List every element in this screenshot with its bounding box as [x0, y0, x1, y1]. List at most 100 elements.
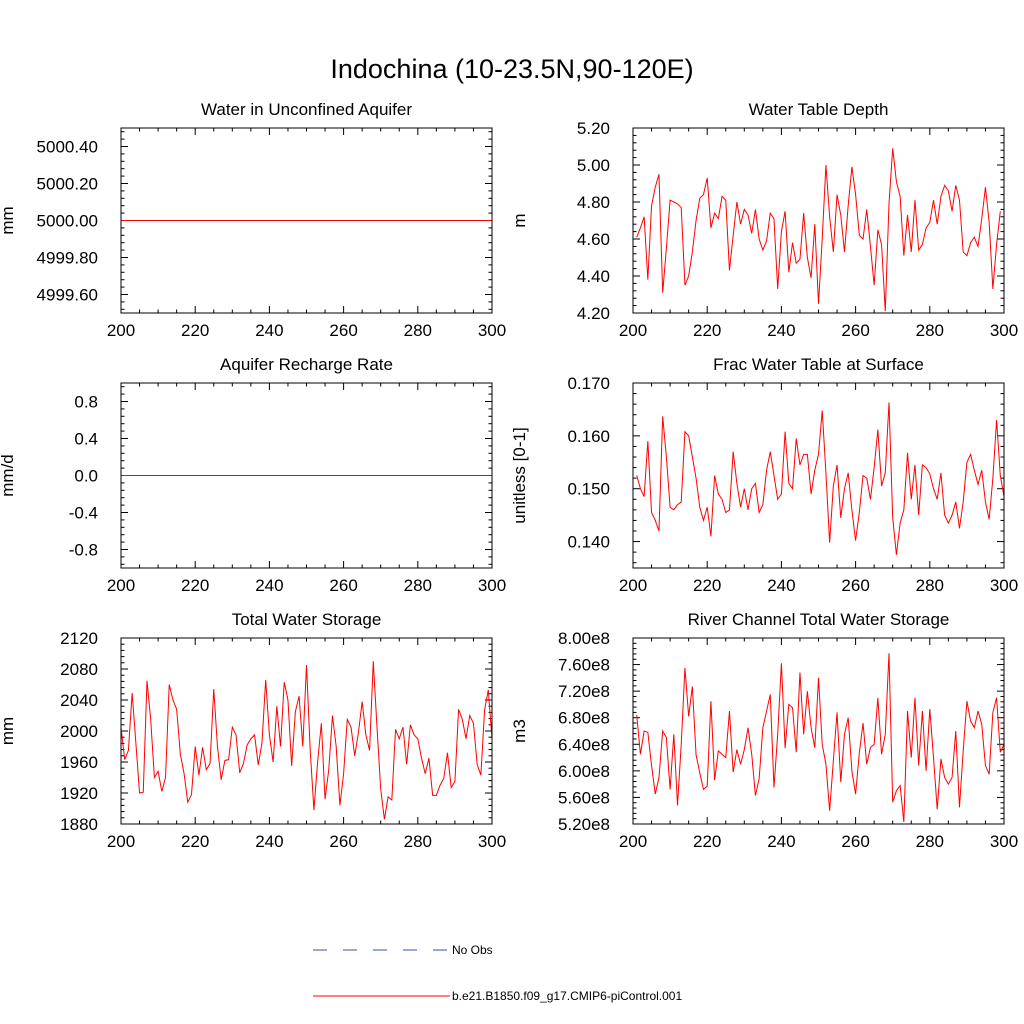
panel-total-water-storage: Total Water Storage mm 200 220 240 260 280 300 1…: [0, 610, 506, 851]
panel-aquifer-recharge-rate-ylabel: mm/d: [0, 454, 17, 497]
panel-river-channel-total-water-storage: River Channel Total Water Storage m3 200 22…: [510, 610, 1018, 851]
panel-water-in-unconfined-aquifer-xtick-label: 300: [478, 321, 506, 340]
panel-river-channel-total-water-storage-ytick-label: 6.00e8: [558, 762, 610, 781]
panel-frac-water-table-at-surface-xtick-label: 240: [767, 576, 795, 595]
panel-aquifer-recharge-rate-xtick-label: 240: [255, 576, 283, 595]
panel-river-channel-total-water-storage-xtick-label: 200: [619, 832, 647, 851]
panel-water-in-unconfined-aquifer-ytick-label: 5000.40: [37, 138, 98, 157]
panel-water-in-unconfined-aquifer-ytick-label: 5000.20: [37, 175, 98, 194]
panel-water-table-depth: Water Table Depth m 200 220 240 260 280 300 4.20…: [510, 100, 1018, 340]
panel-river-channel-total-water-storage-ytick-label: 5.60e8: [558, 788, 610, 807]
panel-frac-water-table-at-surface-xtick-label: 260: [841, 576, 869, 595]
panel-river-channel-total-water-storage-xtick-label: 220: [693, 832, 721, 851]
panel-frac-water-table-at-surface-ylabel: unitless [0-1]: [510, 427, 529, 523]
panel-river-channel-total-water-storage-xtick-label: 300: [990, 832, 1018, 851]
panel-river-channel-total-water-storage-ytick-label: 6.80e8: [558, 709, 610, 728]
panel-aquifer-recharge-rate-xtick-label: 220: [181, 576, 209, 595]
panel-river-channel-total-water-storage-ylabel: m3: [510, 719, 529, 743]
panel-river-channel-total-water-storage-ytick-label: 7.60e8: [558, 656, 610, 675]
panel-total-water-storage-ylabel: mm: [0, 717, 17, 745]
panel-water-table-depth-title: Water Table Depth: [749, 100, 889, 119]
panel-total-water-storage-frame: [120, 637, 493, 825]
panel-total-water-storage-xtick-label: 220: [181, 832, 209, 851]
panel-water-table-depth-ytick-label: 5.00: [577, 156, 610, 175]
panel-river-channel-total-water-storage-ytick-label: 6.40e8: [558, 735, 610, 754]
panel-water-in-unconfined-aquifer-xtick-label: 200: [107, 321, 135, 340]
legend: No Obs b.e21.B1850.f09_g17.CMIP6-piContr…: [313, 943, 682, 1003]
panel-water-table-depth-frame: [632, 127, 1005, 314]
panel-water-in-unconfined-aquifer-xtick-label: 280: [404, 321, 432, 340]
panel-frac-water-table-at-surface-xtick-label: 200: [619, 576, 647, 595]
panel-total-water-storage-ytick-label: 2000: [60, 722, 98, 741]
panel-frac-water-table-at-surface-ytick-label: 0.150: [567, 480, 610, 499]
panel-aquifer-recharge-rate-ytick-label: 0.4: [74, 430, 98, 449]
panel-water-table-depth-series-line: [636, 148, 1001, 312]
panel-frac-water-table-at-surface-ytick-label: 0.170: [567, 374, 610, 393]
panel-frac-water-table-at-surface-ytick-label: 0.160: [567, 427, 610, 446]
panel-total-water-storage-ytick-label: 1920: [60, 784, 98, 803]
panel-water-table-depth-xtick-label: 240: [767, 321, 795, 340]
panel-river-channel-total-water-storage-title: River Channel Total Water Storage: [688, 610, 950, 629]
panel-water-table-depth-xtick-label: 220: [693, 321, 721, 340]
panel-frac-water-table-at-surface: Frac Water Table at Surface unitless [0-1…: [510, 355, 1018, 595]
panel-water-in-unconfined-aquifer-xtick-label: 220: [181, 321, 209, 340]
panel-total-water-storage-series-line: [120, 661, 493, 820]
panel-frac-water-table-at-surface-xtick-label: 300: [990, 576, 1018, 595]
panel-aquifer-recharge-rate-ytick-label: 0.0: [74, 467, 98, 486]
panel-aquifer-recharge-rate-frame: [120, 382, 493, 569]
panel-total-water-storage-xtick-label: 260: [329, 832, 357, 851]
panel-water-table-depth-ylabel: m: [510, 213, 529, 227]
panel-water-table-depth-xtick-label: 260: [841, 321, 869, 340]
panel-water-table-depth-ytick-label: 4.20: [577, 304, 610, 323]
panel-total-water-storage-xtick-label: 240: [255, 832, 283, 851]
panel-water-in-unconfined-aquifer-xtick-label: 240: [255, 321, 283, 340]
panel-frac-water-table-at-surface-ytick-label: 0.140: [567, 533, 610, 552]
panel-aquifer-recharge-rate-xtick-label: 200: [107, 576, 135, 595]
panel-water-in-unconfined-aquifer-frame: [120, 127, 493, 314]
panel-water-in-unconfined-aquifer-ylabel: mm: [0, 206, 17, 234]
panel-water-in-unconfined-aquifer-title: Water in Unconfined Aquifer: [201, 100, 412, 119]
panel-aquifer-recharge-rate-xtick-label: 280: [404, 576, 432, 595]
panel-river-channel-total-water-storage-frame: [632, 637, 1005, 825]
panel-water-table-depth-ytick-label: 4.40: [577, 267, 610, 286]
panels: Water in Unconfined Aquifer mm 200 220 240 26…: [0, 100, 1018, 851]
panel-aquifer-recharge-rate-title: Aquifer Recharge Rate: [220, 355, 393, 374]
panel-water-table-depth-xtick-label: 280: [916, 321, 944, 340]
panel-frac-water-table-at-surface-xtick-label: 280: [916, 576, 944, 595]
panel-aquifer-recharge-rate-ytick-label: 0.8: [74, 393, 98, 412]
figure-title: Indochina (10-23.5N,90-120E): [330, 54, 693, 84]
panel-river-channel-total-water-storage-series-line: [636, 653, 1005, 823]
panel-total-water-storage-title: Total Water Storage: [232, 610, 382, 629]
panel-frac-water-table-at-surface-series-line: [636, 402, 1005, 555]
legend-no-obs-label: No Obs: [452, 943, 493, 957]
panel-total-water-storage-ytick-label: 1880: [60, 815, 98, 834]
panel-river-channel-total-water-storage-ytick-label: 5.20e8: [558, 815, 610, 834]
panel-aquifer-recharge-rate-ytick-label: -0.8: [69, 541, 98, 560]
panel-total-water-storage-ytick-label: 1960: [60, 753, 98, 772]
panel-water-in-unconfined-aquifer: Water in Unconfined Aquifer mm 200 220 240 26…: [0, 100, 506, 340]
panel-total-water-storage-ytick-label: 2120: [60, 629, 98, 648]
panel-frac-water-table-at-surface-frame: [632, 382, 1005, 569]
panel-total-water-storage-xtick-label: 300: [478, 832, 506, 851]
panel-aquifer-recharge-rate-xtick-label: 300: [478, 576, 506, 595]
panel-water-table-depth-ytick-label: 4.80: [577, 193, 610, 212]
legend-model-label: b.e21.B1850.f09_g17.CMIP6-piControl.001: [452, 989, 682, 1003]
panel-total-water-storage-xtick-label: 200: [107, 832, 135, 851]
panel-water-in-unconfined-aquifer-ytick-label: 4999.80: [37, 249, 98, 268]
panel-water-in-unconfined-aquifer-xtick-label: 260: [329, 321, 357, 340]
panel-river-channel-total-water-storage-ytick-label: 8.00e8: [558, 629, 610, 648]
panel-total-water-storage-xtick-label: 280: [404, 832, 432, 851]
panel-total-water-storage-ytick-label: 2080: [60, 660, 98, 679]
panel-frac-water-table-at-surface-xtick-label: 220: [693, 576, 721, 595]
panel-water-table-depth-ytick-label: 5.20: [577, 119, 610, 138]
panel-aquifer-recharge-rate: Aquifer Recharge Rate mm/d 200 220 240 260 280…: [0, 355, 506, 595]
panel-water-table-depth-xtick-label: 300: [990, 321, 1018, 340]
panel-river-channel-total-water-storage-xtick-label: 240: [767, 832, 795, 851]
panel-river-channel-total-water-storage-ytick-label: 7.20e8: [558, 682, 610, 701]
panel-water-in-unconfined-aquifer-ytick-label: 4999.60: [37, 286, 98, 305]
panel-frac-water-table-at-surface-title: Frac Water Table at Surface: [713, 355, 924, 374]
panel-river-channel-total-water-storage-xtick-label: 280: [916, 832, 944, 851]
panel-aquifer-recharge-rate-ytick-label: -0.4: [69, 504, 98, 523]
panel-aquifer-recharge-rate-xtick-label: 260: [329, 576, 357, 595]
